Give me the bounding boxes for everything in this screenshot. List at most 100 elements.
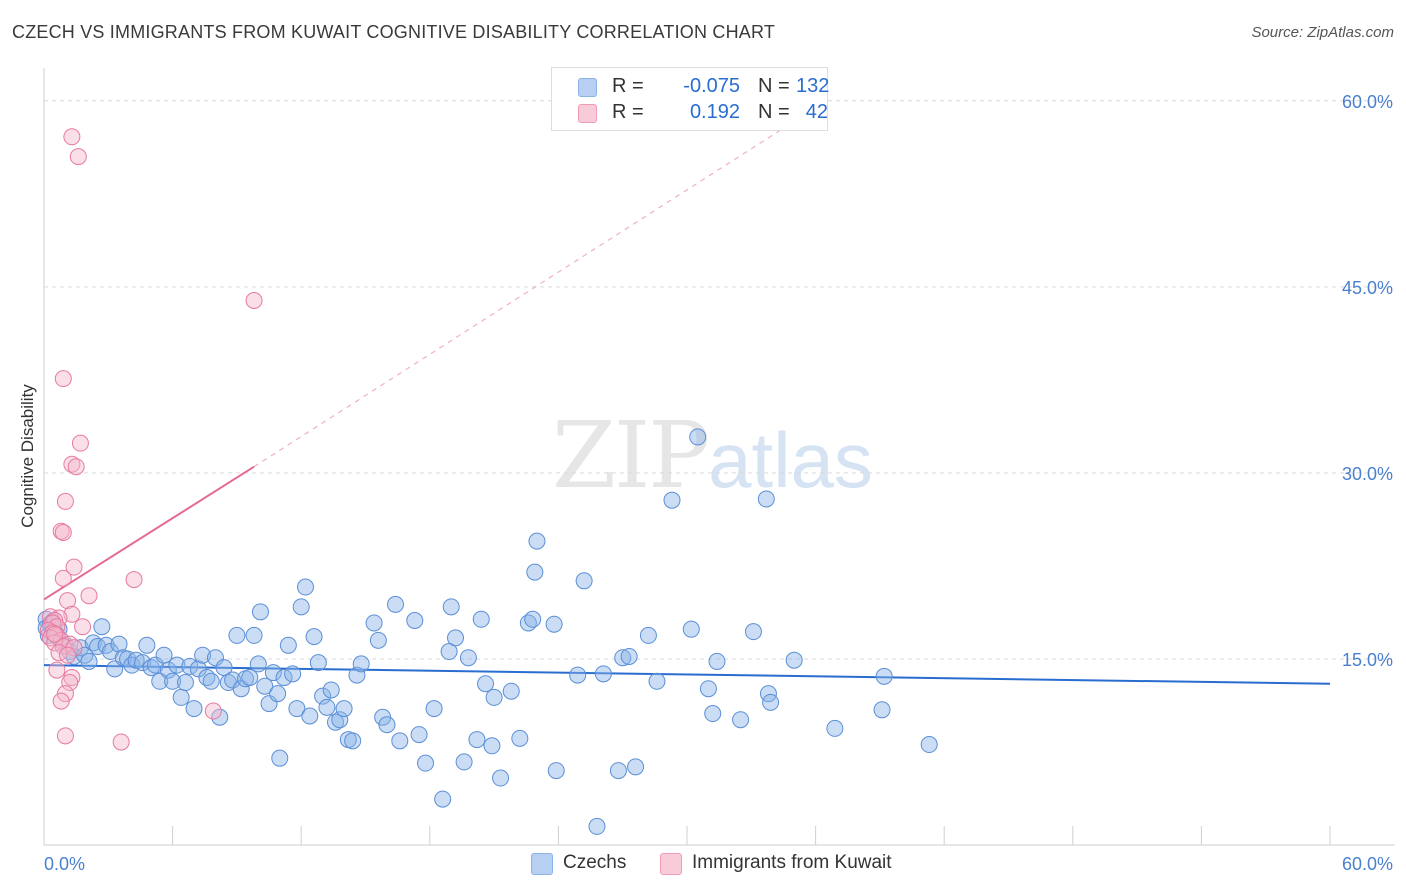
point-kuwait <box>71 434 89 452</box>
point-kuwait <box>112 733 130 751</box>
point-czechs <box>256 677 274 695</box>
point-czechs <box>245 626 263 644</box>
point-czechs <box>378 716 396 734</box>
point-czechs <box>545 615 563 633</box>
watermark-zip: ZIP <box>552 402 710 509</box>
point-czechs <box>279 636 297 654</box>
point-czechs <box>275 669 293 687</box>
point-czechs <box>211 708 229 726</box>
correlation-legend: R = -0.075 N = 132 R = 0.192 N = 42 <box>551 67 830 131</box>
chart-title: CZECH VS IMMIGRANTS FROM KUWAIT COGNITIV… <box>12 22 776 42</box>
point-kuwait <box>46 612 64 630</box>
point-czechs <box>472 610 490 628</box>
point-czechs <box>620 647 638 665</box>
trend-line-czechs <box>43 664 1331 685</box>
point-kuwait <box>54 370 72 388</box>
legend-r-label: R = <box>612 101 644 123</box>
point-czechs <box>206 649 224 667</box>
point-czechs <box>920 736 938 754</box>
axes <box>43 68 1395 846</box>
point-czechs <box>249 655 267 673</box>
point-czechs <box>757 490 775 508</box>
point-czechs <box>502 682 520 700</box>
point-czechs <box>663 491 681 509</box>
point-czechs <box>492 769 510 787</box>
point-kuwait <box>69 148 87 166</box>
point-czechs <box>348 666 366 684</box>
trend-lines <box>43 100 1331 685</box>
point-czechs <box>159 661 177 679</box>
point-kuwait <box>56 492 74 510</box>
point-czechs <box>260 695 278 713</box>
point-kuwait <box>59 592 77 610</box>
point-czechs <box>406 612 424 630</box>
tick-labels: 15.0% 30.0% 45.0% 60.0% 0.0% 60.0% <box>44 92 1393 874</box>
trend-line-kuwait-extrapolated <box>253 100 827 468</box>
point-czechs <box>483 737 501 755</box>
point-czechs <box>704 705 722 723</box>
point-czechs <box>164 672 182 690</box>
point-czechs <box>459 649 477 667</box>
point-kuwait <box>63 128 81 146</box>
point-czechs <box>410 726 428 744</box>
point-czechs <box>609 762 627 780</box>
point-kuwait <box>74 618 92 636</box>
point-kuwait <box>245 291 263 309</box>
point-czechs <box>194 646 212 664</box>
legend-r-value-kuwait: 0.192 <box>689 101 740 123</box>
point-czechs <box>314 687 332 705</box>
point-czechs <box>93 618 111 636</box>
watermark-atlas: atlas <box>708 416 873 504</box>
data-points <box>37 128 938 835</box>
point-czechs <box>264 664 282 682</box>
point-czechs <box>455 753 473 771</box>
point-czechs <box>331 711 349 729</box>
point-czechs <box>202 672 220 690</box>
point-czechs <box>442 598 460 616</box>
point-czechs <box>322 681 340 699</box>
point-czechs <box>391 732 409 750</box>
trend-line-kuwait <box>43 465 255 601</box>
point-kuwait <box>52 692 70 710</box>
point-kuwait <box>59 646 77 664</box>
point-czechs <box>271 749 289 767</box>
legend-r-label: R = <box>612 75 644 97</box>
point-czechs <box>134 654 152 672</box>
point-czechs <box>468 731 486 749</box>
bottom-legend-label-kuwait: Immigrants from Kuwait <box>692 852 892 873</box>
point-czechs <box>185 700 203 718</box>
point-czechs <box>110 635 128 653</box>
point-kuwait <box>63 605 81 623</box>
point-czechs <box>627 758 645 776</box>
y-tick-label: 60.0% <box>1342 92 1393 112</box>
legend-swatch-czechs <box>578 78 597 97</box>
point-kuwait <box>61 674 79 692</box>
point-czechs <box>168 656 186 674</box>
point-czechs <box>425 700 443 718</box>
gridlines <box>44 100 1395 660</box>
point-czechs <box>189 660 207 678</box>
point-czechs <box>309 654 327 672</box>
point-czechs <box>511 729 529 747</box>
point-czechs <box>369 631 387 649</box>
point-czechs <box>434 790 452 808</box>
legend-n-value-kuwait: 42 <box>805 101 828 123</box>
point-kuwait <box>56 727 74 745</box>
source-credit: Source: ZipAtlas.com <box>1251 24 1394 41</box>
legend-swatch-kuwait <box>578 104 597 123</box>
point-czechs <box>138 636 156 654</box>
point-czechs <box>477 675 495 693</box>
point-czechs <box>594 665 612 683</box>
point-czechs <box>387 595 405 613</box>
point-czechs <box>682 620 700 638</box>
point-czechs <box>699 680 717 698</box>
point-kuwait <box>67 458 85 476</box>
x-tick-label: 60.0% <box>1342 854 1393 874</box>
point-kuwait <box>65 558 83 576</box>
point-czechs <box>575 572 593 590</box>
point-czechs <box>251 603 269 621</box>
point-czechs <box>785 651 803 669</box>
legend-n-value-czechs: 132 <box>796 75 830 97</box>
point-czechs <box>732 711 750 729</box>
